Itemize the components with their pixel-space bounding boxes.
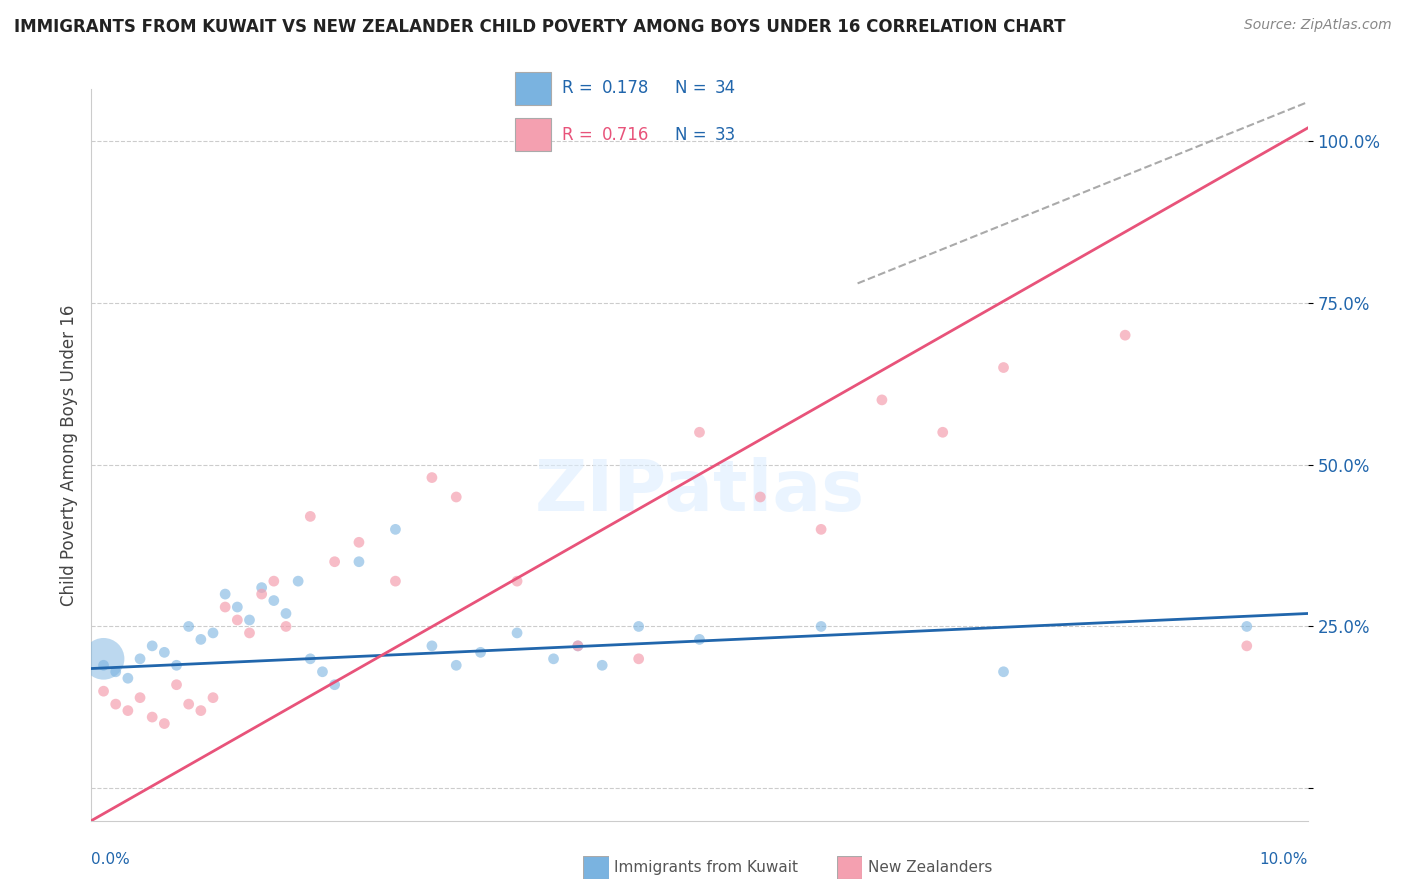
Text: 10.0%: 10.0% (1260, 852, 1308, 867)
Point (347, 535, 370, 549)
Text: IMMIGRANTS FROM KUWAIT VS NEW ZEALANDER CHILD POVERTY AMONG BOYS UNDER 16 CORREL: IMMIGRANTS FROM KUWAIT VS NEW ZEALANDER … (14, 18, 1066, 36)
Text: 34: 34 (714, 79, 735, 97)
Point (117, 704, 139, 718)
Point (238, 613, 260, 627)
Point (238, 626, 260, 640)
Point (274, 607, 297, 621)
Point (993, 665, 1015, 679)
Point (420, 470, 443, 484)
Point (274, 619, 297, 633)
Point (153, 645, 176, 659)
Point (141, 639, 163, 653)
Point (627, 652, 650, 666)
Text: 0.0%: 0.0% (91, 852, 131, 867)
Point (104, 665, 127, 679)
Point (214, 600, 236, 615)
Point (177, 619, 200, 633)
Point (688, 632, 710, 647)
Point (299, 652, 322, 666)
Point (117, 671, 139, 685)
Point (470, 645, 492, 659)
Point (323, 555, 346, 569)
Point (311, 665, 333, 679)
FancyBboxPatch shape (515, 72, 551, 104)
Point (299, 509, 322, 524)
Point (226, 613, 249, 627)
Text: R =: R = (562, 79, 599, 97)
Text: 33: 33 (714, 126, 735, 144)
Point (250, 587, 273, 601)
Point (141, 710, 163, 724)
Point (93, 652, 115, 666)
Point (384, 522, 406, 536)
Point (93, 658, 115, 673)
Point (1236, 639, 1258, 653)
Point (384, 574, 406, 589)
FancyBboxPatch shape (515, 119, 551, 151)
Point (93, 684, 115, 698)
Point (226, 600, 249, 615)
Point (870, 392, 893, 407)
Text: R =: R = (562, 126, 599, 144)
Text: N =: N = (675, 79, 711, 97)
Point (287, 574, 309, 589)
Point (993, 360, 1015, 375)
Text: Source: ZipAtlas.com: Source: ZipAtlas.com (1244, 18, 1392, 32)
Point (810, 522, 832, 536)
Point (506, 574, 529, 589)
Point (444, 658, 467, 673)
Point (810, 619, 832, 633)
Point (202, 690, 225, 705)
Point (177, 697, 200, 711)
Point (688, 425, 710, 440)
Point (567, 639, 589, 653)
Point (190, 704, 212, 718)
Point (591, 658, 613, 673)
Point (543, 652, 565, 666)
Point (129, 690, 152, 705)
Point (931, 425, 953, 440)
Text: New Zealanders: New Zealanders (868, 861, 991, 875)
Point (129, 652, 152, 666)
Point (420, 639, 443, 653)
Point (104, 697, 127, 711)
Point (567, 639, 589, 653)
Point (506, 626, 529, 640)
Point (444, 490, 467, 504)
Y-axis label: Child Poverty Among Boys Under 16: Child Poverty Among Boys Under 16 (59, 304, 77, 606)
Point (1114, 328, 1136, 343)
Point (1236, 619, 1258, 633)
Text: ZIPatlas: ZIPatlas (534, 457, 865, 526)
Point (214, 587, 236, 601)
Point (166, 658, 188, 673)
Point (153, 716, 176, 731)
Point (202, 626, 225, 640)
Point (250, 581, 273, 595)
Point (323, 678, 346, 692)
Point (749, 490, 772, 504)
Point (166, 678, 188, 692)
Text: 0.178: 0.178 (602, 79, 650, 97)
Text: Immigrants from Kuwait: Immigrants from Kuwait (614, 861, 799, 875)
Point (263, 593, 285, 607)
Point (347, 555, 370, 569)
Point (190, 632, 212, 647)
Text: 0.716: 0.716 (602, 126, 650, 144)
Text: N =: N = (675, 126, 711, 144)
Point (263, 574, 285, 589)
Point (627, 619, 650, 633)
